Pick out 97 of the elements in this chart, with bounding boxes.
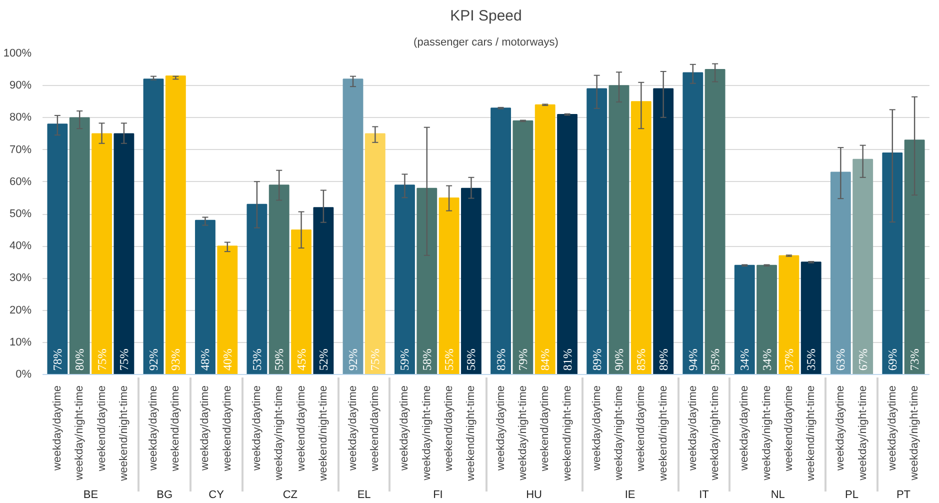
category-label: weekday/daytime [738,385,751,470]
category-label: weekday/daytime [494,385,507,470]
data-label: 63% [834,348,848,371]
category-label: weekend/daytime [295,385,308,472]
y-tick-label: 50% [9,208,32,220]
category-label: weekday/daytime [250,385,263,470]
y-tick-label: 40% [9,240,32,252]
category-label: weekday/daytime [686,385,699,470]
category-label: weekday/night-time [856,385,869,480]
category-label: BG [156,488,173,501]
y-tick-label: 80% [9,112,32,124]
data-label: 75% [116,348,131,371]
data-label: 59% [398,348,412,371]
data-label: 67% [856,348,870,371]
category-label: BE [83,488,98,501]
data-label: 34% [738,348,752,371]
category-label: weekend/night-time [317,385,330,481]
data-label: 59% [272,348,286,371]
category-label: weekday/night-time [613,385,625,480]
data-label: 53% [250,348,264,371]
category-label: weekday/night-time [760,385,773,480]
data-label: 85% [634,348,648,371]
category-label: weekday/night-time [908,385,921,480]
y-tick-label: 10% [9,336,32,348]
category-label: weekend/daytime [369,385,382,472]
category-label: weekend/night-time [118,385,130,481]
category-label: weekday/daytime [199,385,212,470]
y-tick-label: 100% [3,48,32,60]
data-label: 83% [494,348,508,371]
category-label: HU [526,488,542,501]
category-label: weekend/daytime [170,385,182,472]
data-label: 35% [804,348,818,371]
category-label: IE [624,488,636,501]
category-label: weekday/night-time [420,385,433,480]
data-label: 75% [94,348,109,371]
category-label: FI [433,488,443,501]
category-label: weekend/daytime [221,385,234,472]
category-label: weekend/daytime [635,385,648,472]
data-label: 69% [885,348,900,371]
category-label: weekday/daytime [590,385,603,470]
data-label: 89% [590,348,604,371]
data-label: 84% [538,348,552,371]
category-label: weekday/daytime [51,385,64,470]
category-label: weekday/daytime [148,385,160,470]
category-label: weekend/night-time [561,385,574,481]
data-label: 45% [294,348,308,371]
category-label: PL [845,488,858,501]
category-label: weekday/night-time [516,385,529,480]
data-label: 40% [220,348,234,371]
category-label: weekend/night-time [657,385,670,481]
category-label: weekday/night-time [74,385,86,480]
y-tick-label: 0% [16,368,32,380]
data-label: 93% [168,348,183,371]
y-tick-label: 70% [9,144,32,156]
data-label: 34% [760,348,774,371]
data-label: 94% [686,348,700,371]
data-label: 58% [420,348,434,371]
data-label: 79% [516,348,530,371]
data-label: 48% [198,348,212,371]
y-tick-label: 90% [9,80,32,92]
category-label: CZ [282,488,298,501]
category-label: weekday/daytime [347,385,359,470]
category-label: weekend/daytime [443,385,456,472]
data-label: 37% [782,348,796,371]
data-label: 52% [316,348,330,371]
category-label: weekday/daytime [398,385,411,470]
category-label: weekend/daytime [782,385,795,472]
data-label: 55% [442,348,456,371]
data-label: 95% [708,348,722,371]
data-label: 75% [368,348,382,371]
data-label: 80% [72,348,87,371]
category-label: weekend/daytime [96,385,108,472]
category-label: weekday/daytime [886,385,898,470]
category-label: IT [699,488,709,501]
data-label: 89% [656,348,670,371]
data-label: 78% [50,348,64,371]
y-tick-label: 60% [9,176,32,188]
category-label: weekday/daytime [834,385,847,470]
category-label: weekend/night-time [805,385,818,481]
category-label: EL [357,488,371,501]
data-label: 81% [560,348,574,371]
data-label: 92% [346,348,360,371]
category-label: weekend/daytime [539,385,552,472]
data-label: 92% [146,348,160,371]
y-tick-label: 30% [9,272,32,284]
chart-title: KPI Speed [450,8,522,24]
chart-subtitle: (passenger cars / motorways) [414,36,558,48]
category-label: PT [896,488,911,501]
data-label: 73% [908,348,922,371]
category-label: weekend/night-time [465,385,478,481]
category-label: NL [770,488,785,501]
category-label: weekday/night-time [709,385,722,480]
category-label: CY [208,488,224,501]
data-label: 58% [464,348,478,371]
data-label: 90% [612,348,626,371]
y-tick-label: 20% [9,304,32,316]
category-label: weekday/night-time [273,385,286,480]
